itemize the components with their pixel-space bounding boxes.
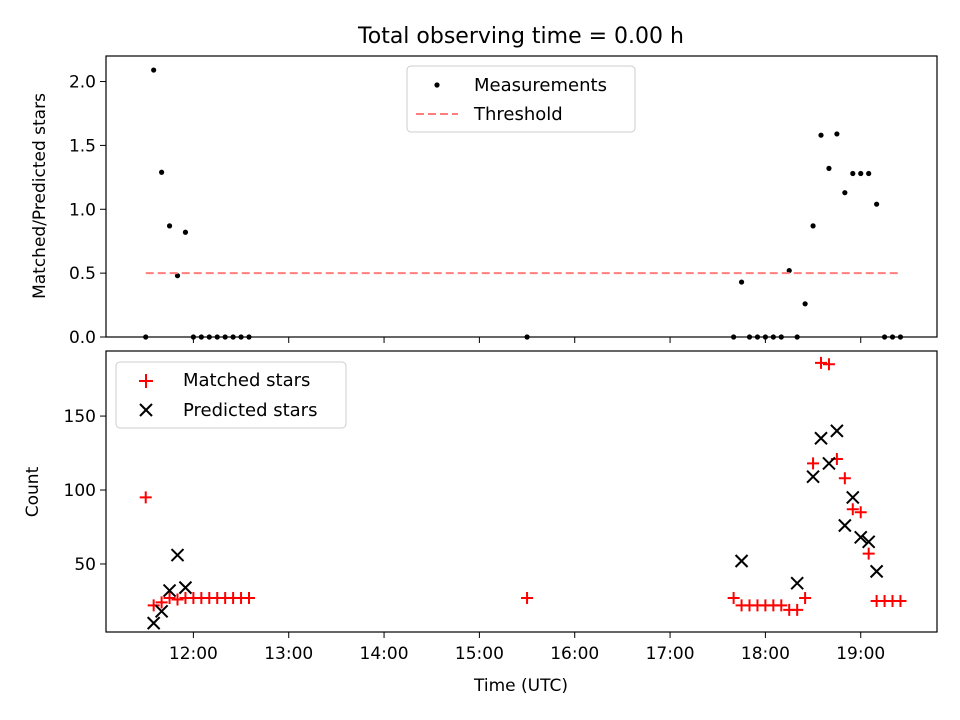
matched-stars-point <box>139 491 152 504</box>
ratio-y-tick-label: 1.5 <box>69 136 96 156</box>
measurement-point <box>738 279 745 285</box>
count-plot-frame <box>105 350 938 633</box>
predicted-stars-series <box>146 424 884 630</box>
measurement-point <box>850 170 856 177</box>
matched-stars-point <box>147 599 160 612</box>
measurement-point <box>786 267 792 274</box>
count-x-tick-label: 12:00 <box>169 644 218 664</box>
predicted-stars-point <box>806 470 820 484</box>
predicted-stars-point <box>846 490 860 505</box>
ratio-plot-frame <box>105 55 938 338</box>
count-x-ticks: 12:00 13:00 14:00 15:00 16:00 17:00 18:00 19:00 <box>169 632 885 664</box>
matched-stars-series <box>139 356 907 616</box>
count-x-tick-label: 14:00 <box>360 644 409 664</box>
predicted-stars-point <box>861 535 876 549</box>
matched-stars-point <box>822 358 835 371</box>
count-y-axis-label: Count <box>23 466 43 517</box>
ratio-x-ticks <box>192 337 862 343</box>
ratio-legend: Measurements Threshold <box>406 65 636 133</box>
count-x-tick-label: 17:00 <box>646 644 695 664</box>
matched-stars-point <box>243 591 256 604</box>
matched-stars-point <box>894 594 907 607</box>
legend-threshold-label: Threshold <box>473 104 563 125</box>
predicted-stars-point <box>170 548 185 562</box>
matched-stars-point <box>815 356 828 369</box>
measurement-point <box>866 170 872 177</box>
measurement-point <box>874 201 880 207</box>
chart-title: Total observing time = 0.00 h <box>357 24 684 49</box>
ratio-y-axis-label: Matched/Predicted stars <box>30 93 50 299</box>
ratio-y-tick-label: 1.0 <box>69 200 96 220</box>
matched-stars-point <box>163 591 176 604</box>
count-y-tick-label: 100 <box>64 481 96 501</box>
predicted-stars-point <box>869 564 884 579</box>
matched-stars-point <box>862 547 875 560</box>
count-y-tick-label: 50 <box>74 555 96 575</box>
ratio-y-tick-label: 0.5 <box>69 264 96 284</box>
measurement-point <box>174 273 181 279</box>
matched-stars-point <box>171 593 184 606</box>
count-legend: Matched stars Predicted stars <box>115 361 347 429</box>
predicted-stars-point <box>178 580 193 595</box>
matched-stars-point <box>727 591 740 604</box>
ratio-y-tick-label: 0.0 <box>69 328 96 348</box>
predicted-stars-point <box>146 616 161 630</box>
legend-predicted-marker <box>139 403 153 417</box>
matched-stars-point <box>791 603 804 616</box>
predicted-stars-point <box>830 424 844 438</box>
legend-predicted-label: Predicted stars <box>183 400 317 421</box>
predicted-stars-point <box>162 583 177 598</box>
count-x-tick-label: 18:00 <box>741 644 790 664</box>
matched-stars-point <box>155 596 168 609</box>
matched-stars-point <box>846 503 859 516</box>
measurement-point <box>159 169 165 175</box>
legend-matched-label: Matched stars <box>183 370 310 391</box>
measurement-point <box>182 229 189 235</box>
measurement-point <box>818 132 824 138</box>
measurement-point <box>802 301 808 307</box>
count-panel: 12:00 13:00 14:00 15:00 16:00 17:00 18:00 19:00… <box>23 350 938 696</box>
count-legend-box <box>115 361 347 429</box>
count-x-tick-label: 16:00 <box>550 644 599 664</box>
measurement-point <box>810 223 816 229</box>
matched-stars-point <box>807 457 820 470</box>
predicted-stars-point <box>814 431 828 445</box>
matched-stars-point <box>838 472 851 485</box>
measurement-point <box>834 131 840 137</box>
ratio-panel: 0.00.51.01.52.0 Matched/Predicted stars … <box>30 55 938 348</box>
ratio-legend-box <box>406 65 636 133</box>
measurement-point <box>826 165 832 171</box>
count-x-tick-label: 15:00 <box>455 644 504 664</box>
predicted-stars-point <box>838 518 852 533</box>
measurement-point <box>858 170 864 177</box>
count-y-tick-label: 150 <box>64 407 96 427</box>
matched-stars-point <box>854 506 867 519</box>
count-x-tick-label: 13:00 <box>264 644 313 664</box>
measurement-point <box>166 223 173 229</box>
matched-stars-point <box>775 599 788 612</box>
matched-stars-point <box>521 591 534 604</box>
ratio-y-tick-label: 2.0 <box>69 73 96 93</box>
matched-stars-point <box>799 591 812 604</box>
legend-measurements-marker <box>434 82 440 88</box>
predicted-stars-point <box>822 456 836 471</box>
predicted-stars-point <box>734 554 749 568</box>
measurement-point <box>842 190 848 196</box>
predicted-stars-point <box>154 604 169 619</box>
ratio-y-ticks: 0.0 0.5 1.0 1.5 2.0 <box>69 73 106 348</box>
predicted-stars-point <box>854 530 868 545</box>
count-x-tick-label: 19:00 <box>836 644 885 664</box>
count-y-ticks: 50 100 150 <box>64 407 106 575</box>
measurement-point <box>151 67 157 73</box>
legend-measurements-label: Measurements <box>474 75 607 96</box>
legend-matched-marker <box>139 374 153 388</box>
predicted-stars-point <box>790 576 804 590</box>
count-x-axis-label: Time (UTC) <box>473 676 568 696</box>
